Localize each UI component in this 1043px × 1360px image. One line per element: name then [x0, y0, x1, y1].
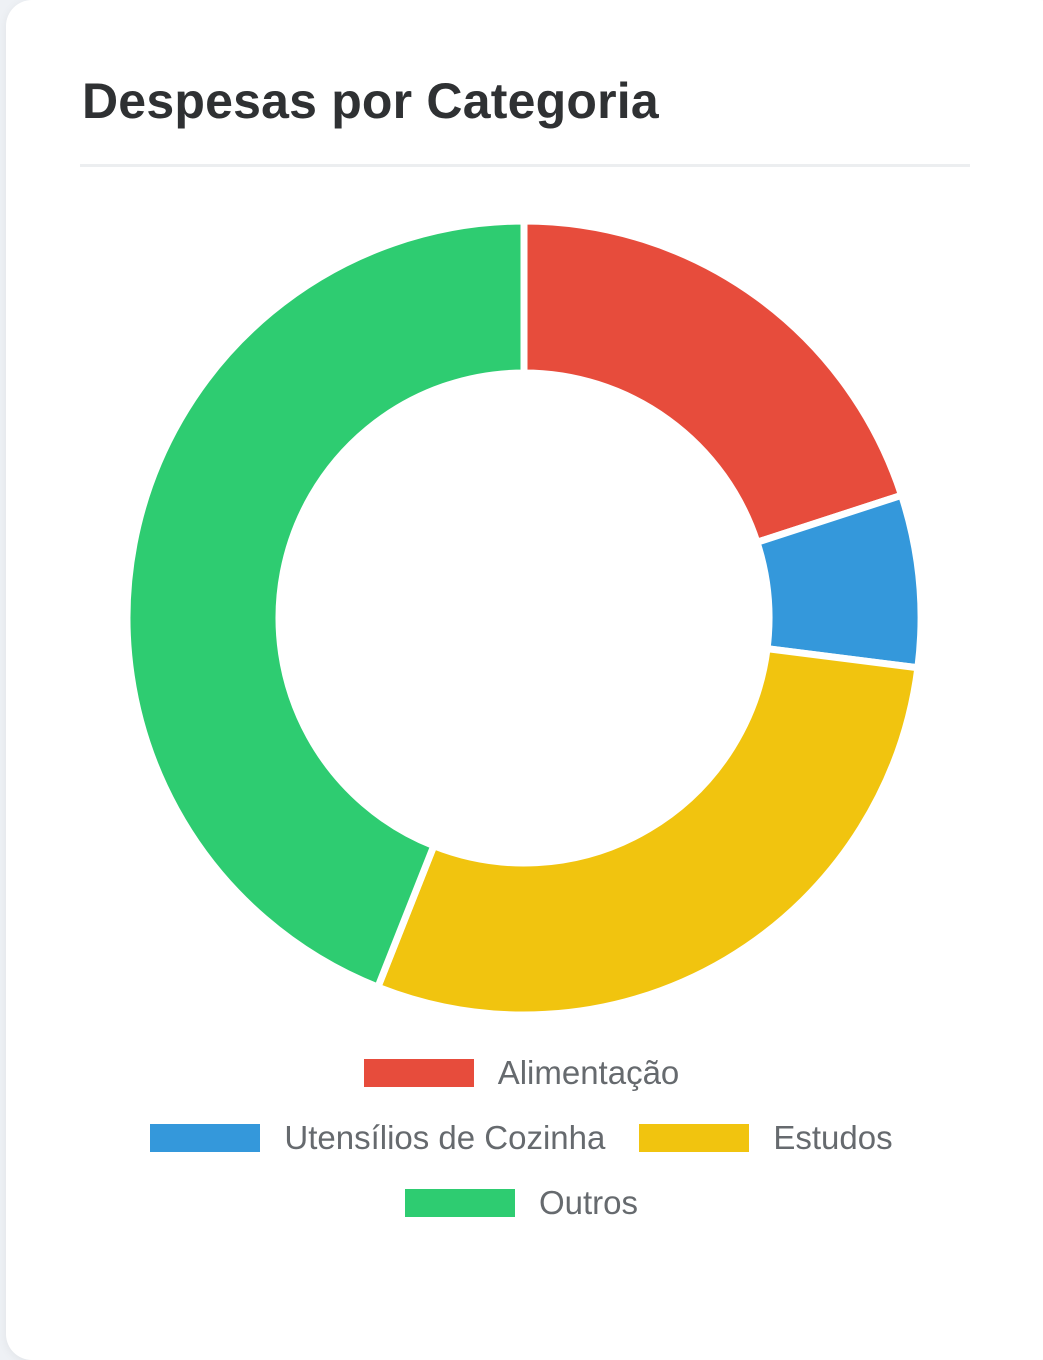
chart-legend: Alimentação Utensílios de Cozinha Estudo… — [0, 1040, 1043, 1235]
slice-alimentacao[interactable] — [520, 217, 906, 547]
legend-label-estudos: Estudos — [773, 1118, 893, 1156]
legend-label-utensilios: Utensílios de Cozinha — [284, 1118, 606, 1156]
legend-row-1: Alimentação — [0, 1040, 1043, 1105]
legend-swatch-outros — [404, 1188, 515, 1217]
legend-swatch-alimentacao — [363, 1058, 474, 1087]
slice-outros[interactable] — [123, 217, 528, 992]
legend-item-utensilios[interactable]: Utensílios de Cozinha — [150, 1119, 605, 1157]
slice-estudos[interactable] — [373, 644, 922, 1019]
legend-item-estudos[interactable]: Estudos — [639, 1118, 893, 1157]
card-title: Despesas por Categoria — [82, 73, 659, 129]
title-divider — [80, 164, 970, 167]
legend-item-outros[interactable]: Outros — [404, 1183, 639, 1222]
legend-label-alimentacao: Alimentação — [497, 1053, 680, 1091]
legend-label-outros: Outros — [538, 1183, 639, 1221]
legend-item-alimentacao[interactable]: Alimentação — [363, 1053, 680, 1092]
donut-chart — [123, 217, 922, 1019]
legend-row-3: Outros — [0, 1170, 1043, 1235]
legend-swatch-utensilios — [150, 1123, 261, 1152]
legend-swatch-estudos — [639, 1123, 750, 1152]
legend-row-2: Utensílios de Cozinha Estudos — [0, 1105, 1043, 1170]
